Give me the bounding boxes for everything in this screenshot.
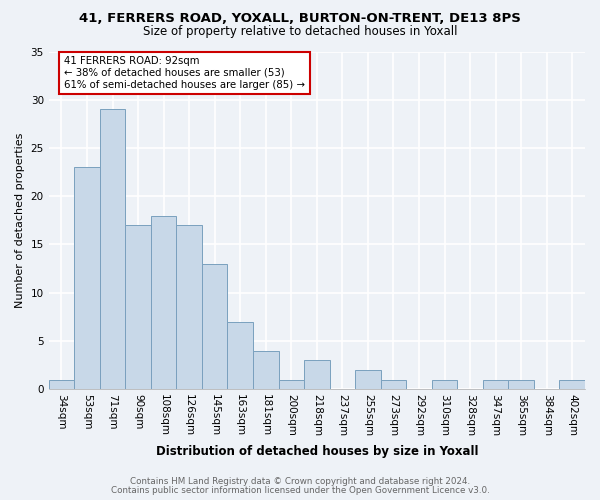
Bar xyxy=(355,370,380,389)
Bar xyxy=(227,322,253,389)
Bar xyxy=(483,380,508,389)
Bar xyxy=(304,360,329,389)
Bar xyxy=(508,380,534,389)
Bar xyxy=(74,168,100,389)
X-axis label: Distribution of detached houses by size in Yoxall: Distribution of detached houses by size … xyxy=(155,444,478,458)
Bar xyxy=(380,380,406,389)
Bar xyxy=(176,225,202,389)
Bar xyxy=(253,350,278,389)
Y-axis label: Number of detached properties: Number of detached properties xyxy=(15,132,25,308)
Bar xyxy=(100,110,125,389)
Bar xyxy=(49,380,74,389)
Bar xyxy=(202,264,227,389)
Text: 41, FERRERS ROAD, YOXALL, BURTON-ON-TRENT, DE13 8PS: 41, FERRERS ROAD, YOXALL, BURTON-ON-TREN… xyxy=(79,12,521,26)
Bar xyxy=(125,225,151,389)
Bar xyxy=(432,380,457,389)
Text: Contains HM Land Registry data © Crown copyright and database right 2024.: Contains HM Land Registry data © Crown c… xyxy=(130,478,470,486)
Bar xyxy=(151,216,176,389)
Text: Size of property relative to detached houses in Yoxall: Size of property relative to detached ho… xyxy=(143,25,457,38)
Text: Contains public sector information licensed under the Open Government Licence v3: Contains public sector information licen… xyxy=(110,486,490,495)
Bar xyxy=(559,380,585,389)
Bar xyxy=(278,380,304,389)
Text: 41 FERRERS ROAD: 92sqm
← 38% of detached houses are smaller (53)
61% of semi-det: 41 FERRERS ROAD: 92sqm ← 38% of detached… xyxy=(64,56,305,90)
